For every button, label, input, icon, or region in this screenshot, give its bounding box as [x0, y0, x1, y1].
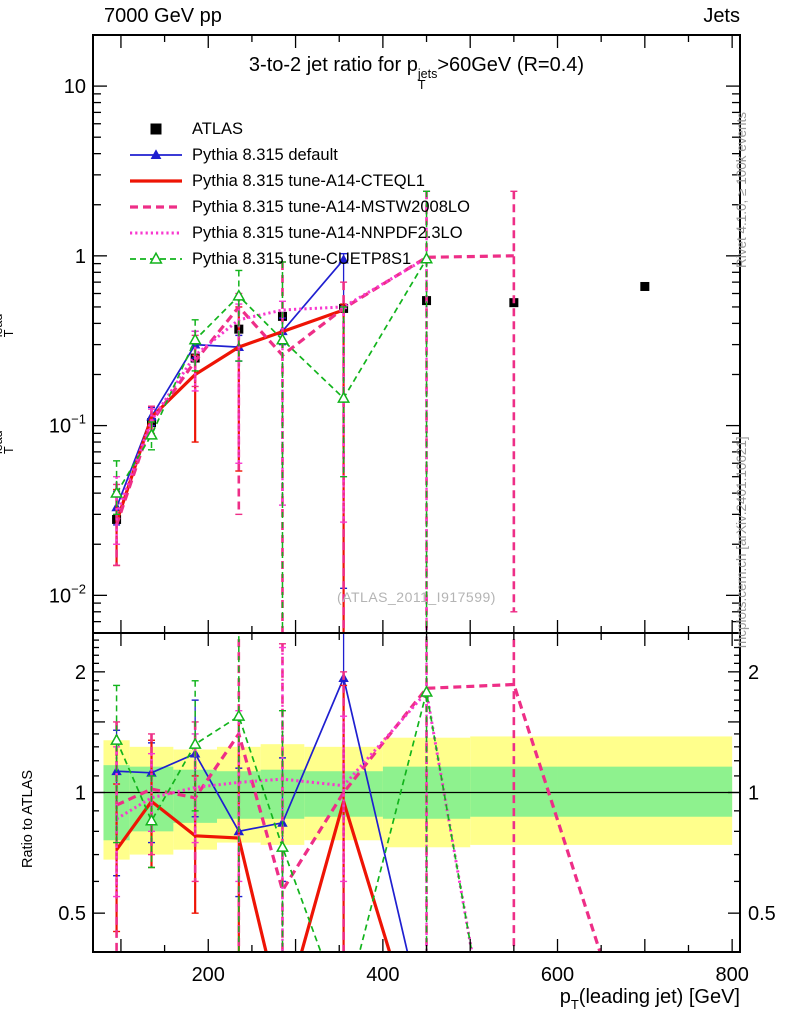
x-label-sub: T — [570, 997, 579, 1012]
open-triangle-marker — [145, 813, 158, 826]
open-triangle-marker — [338, 1009, 348, 1018]
legend-label: Pythia 8.315 tune-A14-CTEQL1 — [192, 171, 425, 190]
plot-title-subscript: T — [417, 78, 426, 92]
legend: ATLAS Pythia 8.315 default Pythia 8.315 tu… — [128, 116, 470, 272]
open-triangle-marker — [275, 840, 289, 852]
y-tick-label: 10−1 — [49, 412, 86, 438]
x-label-part: (leading jet) [GeV] — [578, 986, 740, 1008]
y-label-sub: T — [2, 446, 16, 454]
square-marker — [640, 281, 650, 291]
open-triangle-marker — [232, 709, 246, 721]
band-stat-uncertainty — [557, 766, 733, 817]
open-triangle-marker — [188, 737, 202, 749]
ratio-tick-label-left: 1 — [75, 783, 86, 805]
series-cuetp8s1-main — [110, 190, 434, 633]
legend-item: Pythia 8.315 tune-CUETP8S1 — [128, 246, 470, 272]
open-triangle-marker — [232, 289, 246, 301]
dashed-open-triangle-swatch-icon — [130, 251, 182, 264]
legend-item: ATLAS — [128, 116, 470, 142]
line-triangle-swatch-icon — [130, 149, 182, 159]
x-axis-label: pT(leading jet) [GeV] — [560, 986, 740, 1012]
x-label-part: p — [559, 986, 571, 1008]
plot-title-superscript: jets — [417, 67, 438, 81]
square-swatch-icon — [150, 123, 162, 135]
analysis-id-watermark: (ATLAS_2011_I917599) — [337, 589, 496, 605]
open-triangle-marker — [275, 332, 289, 345]
plot-title-text: 3-to-2 jet ratio for p — [248, 54, 418, 76]
open-triangle-marker — [110, 733, 124, 745]
dotted-swatch-icon — [130, 231, 182, 235]
triangle-marker — [338, 254, 349, 264]
series-cteql1-main — [113, 303, 348, 633]
ratio-tick-label-right: 2 — [748, 662, 759, 684]
open-triangle-marker — [188, 332, 202, 345]
open-triangle-marker — [420, 685, 434, 697]
solid-swatch-icon — [130, 179, 182, 183]
legend-label: Pythia 8.315 tune-CUETP8S1 — [192, 249, 412, 268]
generator-version-note: Rivet 4.1.0, ≥ 100k events — [734, 112, 749, 268]
ratio-tick-label-right: 0.5 — [748, 903, 776, 925]
y-tick-label: 10 — [64, 76, 86, 98]
legend-item: Pythia 8.315 default — [128, 142, 470, 168]
y-tick-label: 1 — [75, 246, 86, 268]
x-tick-label: 400 — [366, 964, 399, 986]
open-triangle-marker — [420, 251, 434, 264]
x-tick-label: 800 — [715, 964, 748, 986]
tick-labels: 200 400 600 800 10 1 10−1 10−2 0.5 0.5 1 1 2 2 — [49, 76, 776, 986]
open-triangle-marker — [110, 486, 124, 498]
series-cuetp8s1-ratio — [110, 633, 473, 1018]
plot-title: 3-to-2 jet ratio for p jets T >60GeV (R=0.4… — [93, 54, 740, 92]
legend-item: Pythia 8.315 tune-A14-MSTW2008LO — [128, 194, 470, 220]
x-tick-label: 600 — [541, 964, 574, 986]
legend-label: Pythia 8.315 default — [192, 145, 338, 164]
analysis-group-label: Jets — [703, 5, 740, 27]
mcplots-reference-note: mcplots.cern.ch [arXiv:2401.10621] — [734, 436, 749, 648]
series-atlas-main — [112, 281, 650, 524]
y-axis-label-main: [dσ/dpleadT]≥ 3 / [dσ/dpleadT]≥ 2 — [0, 290, 16, 508]
x-tick-label: 200 — [192, 964, 225, 986]
legend-label: Pythia 8.315 tune-A14-MSTW2008LO — [192, 197, 470, 216]
y-label-scripts: lead T — [0, 314, 16, 338]
y-label-scripts: lead T — [0, 430, 16, 454]
dashed-swatch-icon — [130, 205, 182, 209]
y-axis-label-ratio: Ratio to ATLAS — [20, 769, 36, 868]
plot-title-scripts: jets T — [417, 67, 438, 92]
open-triangle-marker — [145, 428, 158, 440]
axis-ticks — [93, 35, 740, 952]
legend-item: Pythia 8.315 tune-A14-CTEQL1 — [128, 168, 470, 194]
ratio-tick-label-right: 1 — [748, 783, 759, 805]
ratio-tick-label-left: 0.5 — [58, 903, 86, 925]
legend-label: ATLAS — [192, 119, 244, 138]
y-tick-label: 10−2 — [49, 581, 86, 607]
legend-label: Pythia 8.315 tune-A14-NNPDF2.3LO — [192, 223, 463, 242]
y-label-sub: T — [2, 329, 16, 338]
beam-energy-label: 7000 GeV pp — [104, 5, 222, 27]
open-triangle-marker — [337, 391, 351, 403]
ratio-tick-label-left: 2 — [75, 662, 86, 684]
legend-item: Pythia 8.315 tune-A14-NNPDF2.3LO — [128, 220, 470, 246]
plot-title-condition: >60GeV (R=0.4) — [437, 54, 585, 76]
